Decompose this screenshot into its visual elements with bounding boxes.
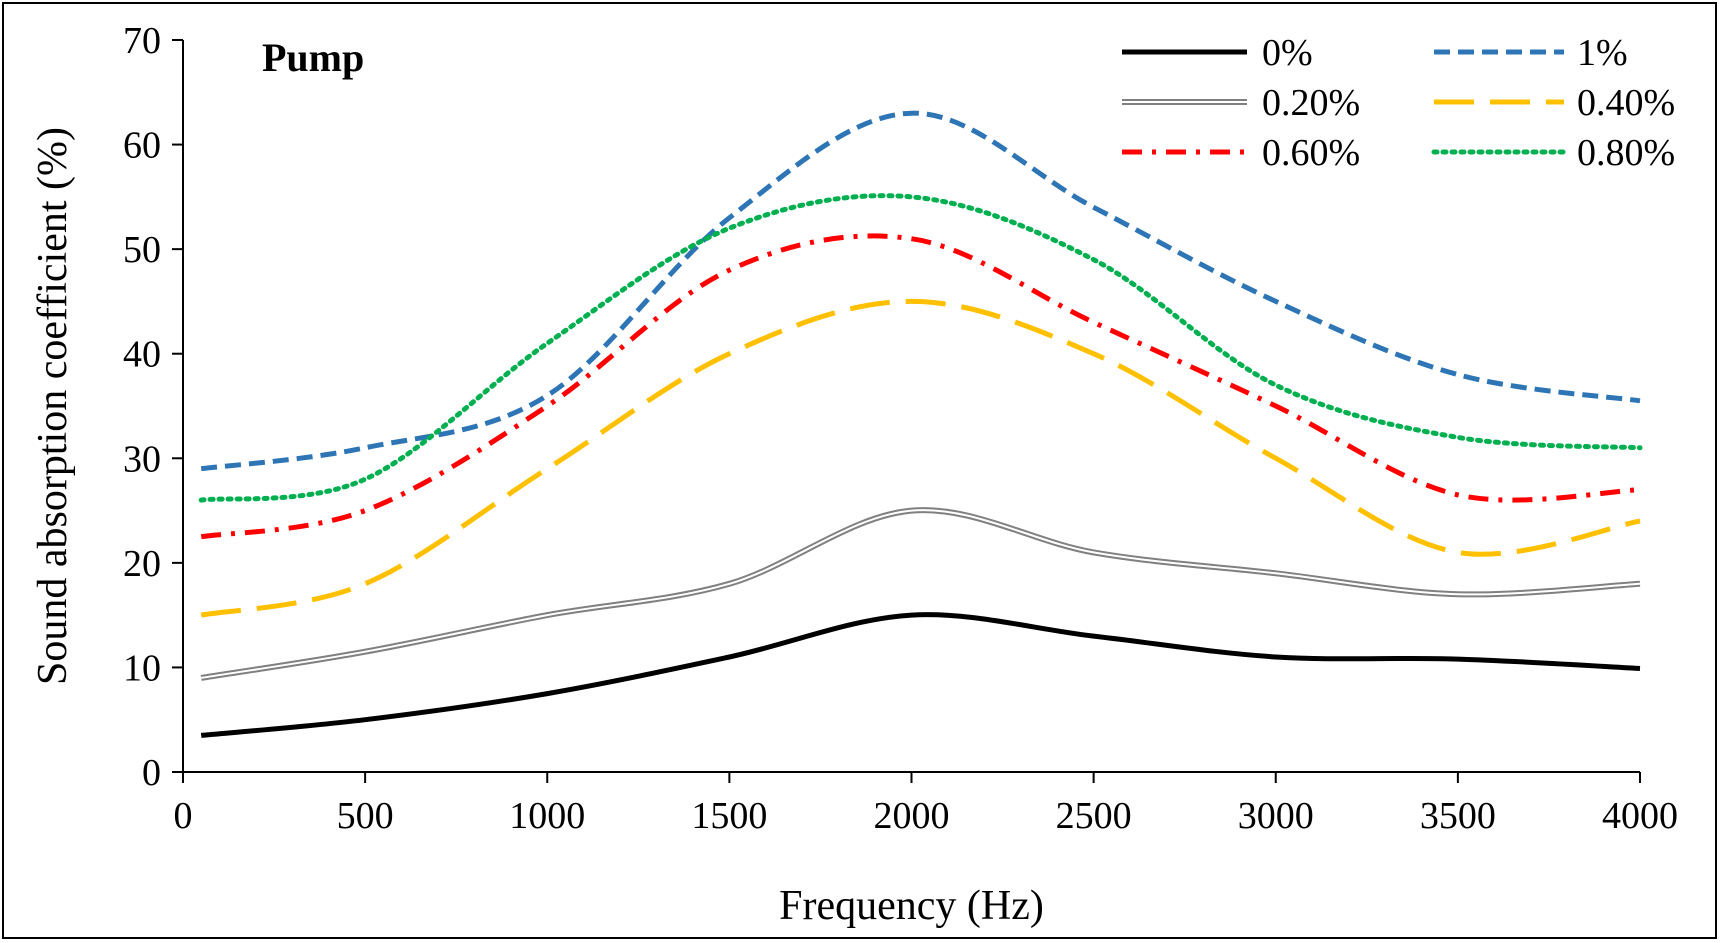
legend-0-80pct-label: 0.80% [1577,132,1675,174]
x-tick-label: 0 [174,795,193,837]
legend-1pct-label: 1% [1577,32,1628,74]
y-tick-label: 70 [123,20,161,62]
y-tick-label: 0 [142,752,161,794]
y-tick-label: 50 [123,229,161,271]
line-chart: 0 10 20 30 40 50 60 70 0 500 1000 1500 2000 2500 3000 3… [30,20,1678,929]
legend-0-40pct-item: 0.40% [1434,82,1675,124]
series-0-40pct-line-group [200,298,1641,618]
x-axis-title: Frequency (Hz) [779,883,1044,929]
legend-0-20pct-label: 0.20% [1262,82,1360,124]
series-0-60pct-line-group [200,233,1641,540]
legend: 0% 1% 0.20% 0.40% 0.60% 0.80% [1122,32,1675,174]
y-tick-label: 40 [123,334,161,376]
series-0-20pct-line-group [200,507,1641,681]
series-0-60pct-line [200,233,1641,540]
axes [172,39,1641,783]
legend-0-60pct-item: 0.60% [1122,132,1360,174]
legend-0-80pct-item: 0.80% [1431,132,1675,174]
x-tick-label: 500 [337,795,394,837]
series-1pct-line [200,110,1641,472]
y-axis-title: Sound absorption coefficient (%) [30,127,76,685]
legend-0pct-label: 0% [1262,32,1313,74]
series-0pct-line-group [200,612,1641,738]
series-0-40pct-line [200,298,1641,618]
legend-0-40pct-label: 0.40% [1577,82,1675,124]
series-1pct-line-group [200,110,1641,472]
y-tick-label: 20 [123,543,161,585]
legend-1pct-item: 1% [1434,32,1628,74]
y-tick-label: 30 [123,438,161,480]
legend-0-60pct-label: 0.60% [1262,132,1360,174]
y-tick-label: 60 [123,125,161,167]
chart-title: Pump [262,35,364,80]
x-tick-label: 3000 [1238,795,1314,837]
x-tick-label: 2000 [874,795,950,837]
x-tick-label: 1000 [509,795,585,837]
y-tick-label: 10 [123,647,161,689]
series-0pct-line [200,612,1641,738]
legend-0pct-item: 0% [1122,32,1313,74]
series-0-20pct-line-inner [201,509,1641,679]
x-tick-label: 4000 [1602,795,1678,837]
x-tick-label: 1500 [691,795,767,837]
plot-lines [198,110,1643,738]
x-tick-label: 2500 [1056,795,1132,837]
series-0-20pct-line-outer [200,507,1641,681]
legend-0-20pct-item: 0.20% [1122,82,1360,124]
x-tick-label: 3500 [1420,795,1496,837]
tick-labels: 0 10 20 30 40 50 60 70 0 500 1000 1500 2000 2500 3000 3… [123,20,1678,837]
series-0-80pct-line-group [198,193,1643,503]
series-0-80pct-line [198,193,1643,503]
